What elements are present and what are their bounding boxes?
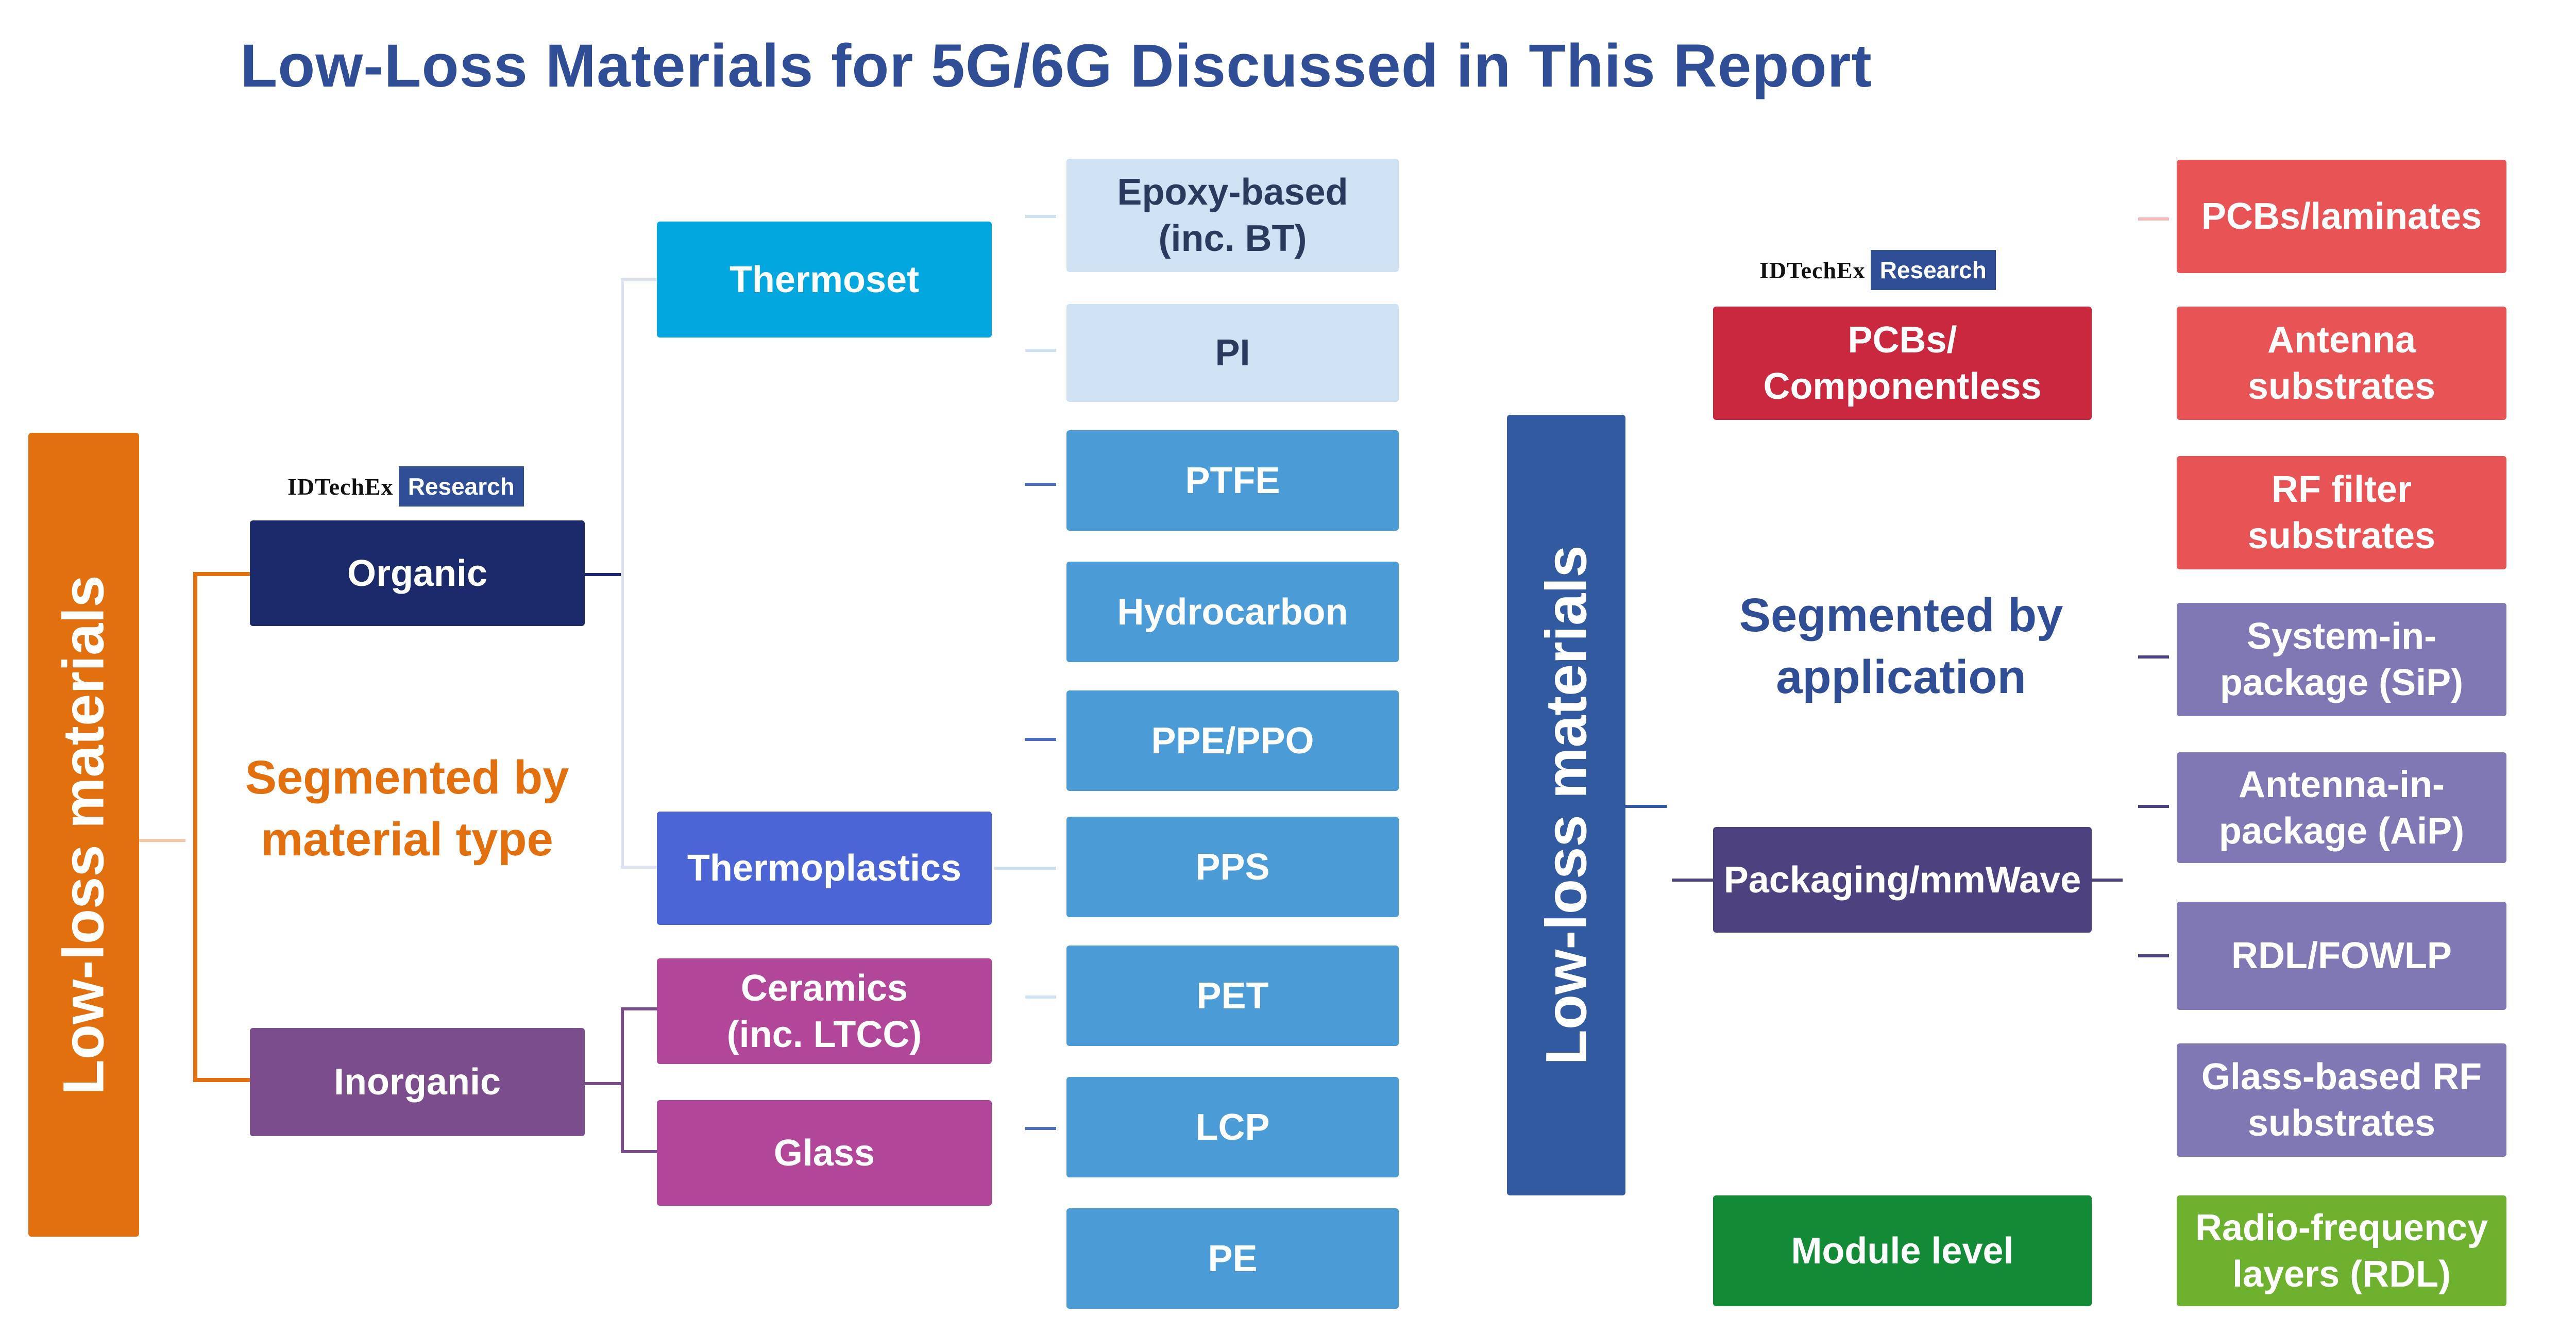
idtechex-badge-right: IDTechEx Research: [1754, 250, 1996, 290]
badge-brand: IDTechEx: [282, 466, 399, 507]
app-sip: System-in- package (SiP): [2177, 603, 2506, 716]
material-epoxy: Epoxy-based (inc. BT): [1066, 159, 1399, 272]
app-rdl-layers: Radio-frequency layers (RDL): [2177, 1195, 2506, 1306]
connector: [193, 1078, 250, 1082]
connector: [2138, 655, 2169, 659]
thermoset-box: Thermoset: [657, 222, 992, 338]
connector: [1025, 995, 1056, 999]
connector: [585, 1082, 621, 1085]
organic-box: Organic: [250, 520, 585, 626]
connector: [621, 866, 657, 869]
connector: [621, 1150, 657, 1153]
idtechex-badge: IDTechEx Research: [282, 466, 524, 507]
app-rf-filter-substrates: RF filter substrates: [2177, 456, 2506, 569]
app-aip: Antenna-in- package (AiP): [2177, 752, 2506, 863]
connector: [139, 839, 185, 842]
connector: [1672, 879, 1713, 882]
left-root-box: Low-loss materials: [28, 433, 139, 1237]
connector: [621, 278, 624, 866]
module-box: Module level: [1713, 1195, 2092, 1306]
pcb-box: PCBs/ Componentless: [1713, 307, 2092, 420]
app-pcbs-laminates: PCBs/laminates: [2177, 160, 2506, 273]
segment-label-application: Segmented by application: [1739, 589, 2063, 703]
material-ppe-ppo: PPE/PPO: [1066, 690, 1399, 791]
app-rdl-fowlp: RDL/FOWLP: [2177, 902, 2506, 1010]
badge-label: Research: [1870, 250, 1996, 290]
connector: [193, 572, 250, 576]
connector: [1025, 349, 1056, 352]
left-root-label: Low-loss materials: [52, 575, 116, 1095]
connector: [585, 573, 621, 576]
segment-label-material-type: Segmented by material type: [245, 751, 569, 866]
connector: [193, 572, 197, 1082]
app-glass-rf-substrates: Glass-based RF substrates: [2177, 1043, 2506, 1157]
connector: [1025, 215, 1056, 218]
connector: [621, 278, 657, 281]
ceramics-box: Ceramics (inc. LTCC): [657, 958, 992, 1064]
connector: [1025, 483, 1056, 486]
badge-label: Research: [398, 466, 524, 507]
connector: [1625, 805, 1667, 808]
packaging-box: Packaging/mmWave: [1713, 827, 2092, 933]
material-pe: PE: [1066, 1208, 1399, 1309]
app-antenna-substrates: Antenna substrates: [2177, 307, 2506, 420]
right-root-label: Low-loss materials: [1534, 545, 1599, 1065]
material-lcp: LCP: [1066, 1077, 1399, 1177]
glass-box: Glass: [657, 1100, 992, 1206]
connector: [1025, 1127, 1056, 1130]
material-pet: PET: [1066, 946, 1399, 1046]
material-pps: PPS: [1066, 817, 1399, 917]
connector: [2092, 879, 2123, 882]
material-ptfe: PTFE: [1066, 430, 1399, 531]
page-title: Low-Loss Materials for 5G/6G Discussed i…: [240, 32, 1872, 100]
thermoplastics-box: Thermoplastics: [657, 812, 992, 925]
connector: [621, 1007, 657, 1010]
inorganic-box: Inorganic: [250, 1028, 585, 1136]
material-pi: PI: [1066, 304, 1399, 402]
badge-brand: IDTechEx: [1754, 250, 1871, 290]
connector: [621, 1007, 624, 1152]
connector: [2138, 954, 2169, 957]
right-root-box: Low-loss materials: [1507, 415, 1625, 1195]
connector: [1025, 738, 1056, 741]
connector: [2138, 217, 2169, 221]
material-hydrocarbon: Hydrocarbon: [1066, 562, 1399, 662]
connector: [994, 867, 1056, 870]
connector: [2138, 805, 2169, 808]
